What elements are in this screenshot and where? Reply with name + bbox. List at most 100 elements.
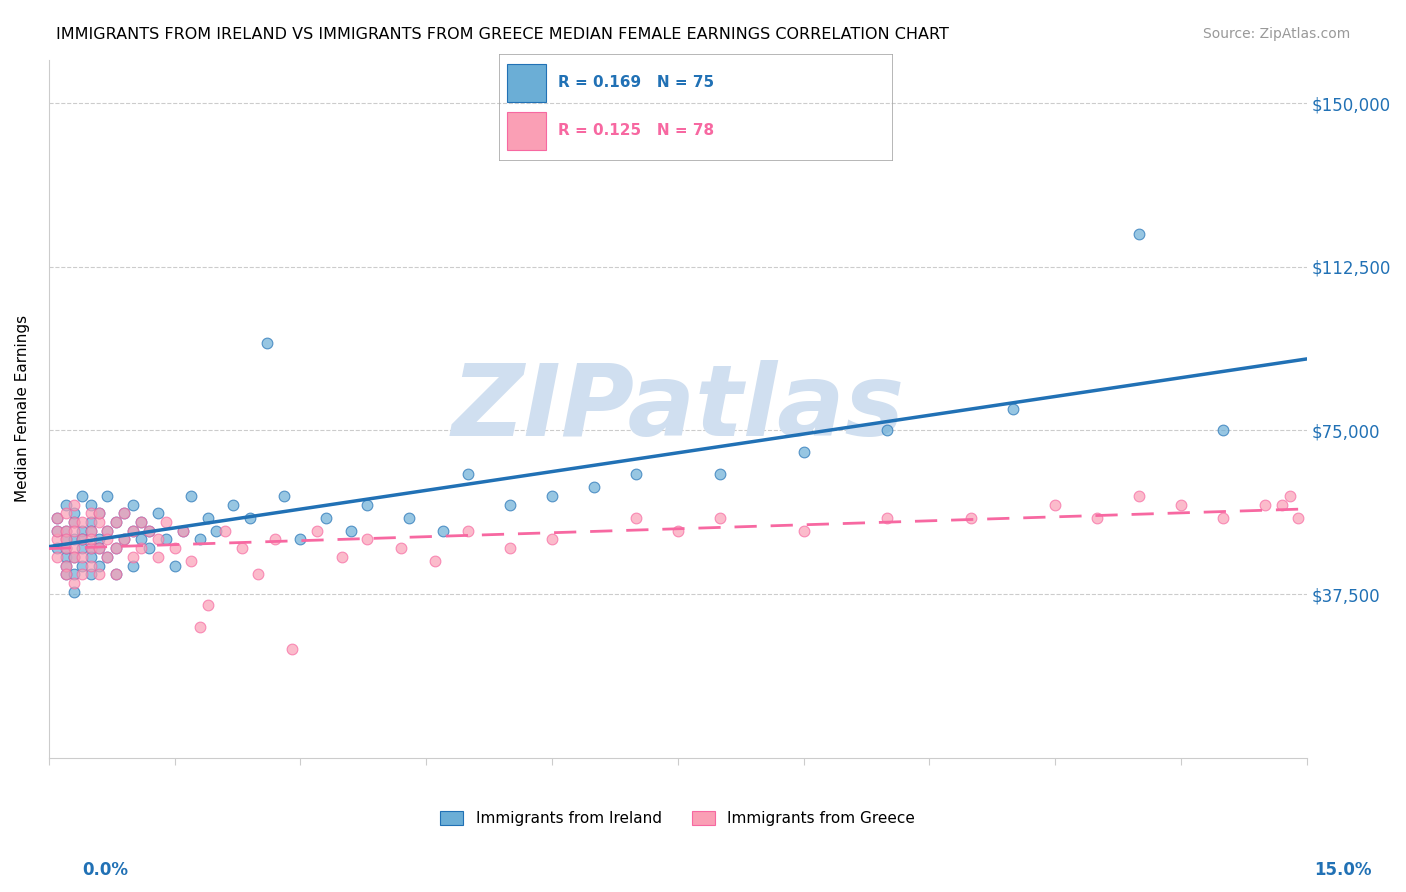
Immigrants from Ireland [239,510,262,524]
FancyBboxPatch shape [508,64,547,102]
Immigrants from Greece [55,558,77,573]
Immigrants from Greece [146,533,169,547]
Immigrants from Ireland [457,467,479,481]
Immigrants from Greece [876,510,898,524]
Immigrants from Greece [457,524,479,538]
Text: Source: ZipAtlas.com: Source: ZipAtlas.com [1202,27,1350,41]
Immigrants from Ireland [121,498,143,512]
Immigrants from Ireland [129,533,152,547]
Immigrants from Greece [63,515,86,529]
Immigrants from Ireland [46,541,69,556]
Immigrants from Ireland [87,506,110,520]
Immigrants from Greece [1043,498,1066,512]
Immigrants from Ireland [499,498,522,512]
Immigrants from Ireland [290,533,312,547]
Immigrants from Ireland [155,533,177,547]
Immigrants from Greece [112,506,135,520]
Text: 15.0%: 15.0% [1315,861,1371,879]
Immigrants from Ireland [356,498,378,512]
Immigrants from Greece [79,558,101,573]
Immigrants from Greece [138,524,160,538]
Immigrants from Ireland [104,515,127,529]
Immigrants from Ireland [72,533,94,547]
Immigrants from Greece [264,533,287,547]
Immigrants from Ireland [104,541,127,556]
Immigrants from Greece [79,541,101,556]
Immigrants from Ireland [146,506,169,520]
Immigrants from Greece [129,515,152,529]
Immigrants from Greece [541,533,564,547]
Immigrants from Greece [46,524,69,538]
Immigrants from Ireland [398,510,420,524]
Immigrants from Greece [793,524,815,538]
Immigrants from Greece [1254,498,1277,512]
Immigrants from Greece [960,510,983,524]
Immigrants from Ireland [624,467,647,481]
Immigrants from Greece [129,541,152,556]
Immigrants from Ireland [197,510,219,524]
Immigrants from Greece [112,533,135,547]
Immigrants from Greece [55,524,77,538]
Immigrants from Greece [624,510,647,524]
Immigrants from Greece [1170,498,1192,512]
Immigrants from Ireland [163,558,186,573]
Immigrants from Greece [163,541,186,556]
Immigrants from Ireland [339,524,361,538]
Immigrants from Greece [155,515,177,529]
Immigrants from Greece [231,541,253,556]
Immigrants from Greece [214,524,236,538]
Immigrants from Greece [55,541,77,556]
Immigrants from Greece [247,567,270,582]
Immigrants from Greece [104,515,127,529]
Immigrants from Ireland [793,445,815,459]
Immigrants from Ireland [582,480,605,494]
Immigrants from Ireland [1002,401,1025,416]
Immigrants from Greece [330,549,353,564]
Legend: Immigrants from Ireland, Immigrants from Greece: Immigrants from Ireland, Immigrants from… [433,804,922,834]
Immigrants from Greece [87,541,110,556]
Immigrants from Greece [1278,489,1301,503]
Immigrants from Ireland [72,558,94,573]
Immigrants from Ireland [79,524,101,538]
Immigrants from Ireland [96,489,118,503]
Immigrants from Greece [499,541,522,556]
Immigrants from Greece [121,524,143,538]
Immigrants from Greece [1085,510,1108,524]
Text: R = 0.169   N = 75: R = 0.169 N = 75 [558,75,714,90]
FancyBboxPatch shape [508,112,547,150]
Immigrants from Greece [63,498,86,512]
Immigrants from Greece [389,541,412,556]
Immigrants from Ireland [72,541,94,556]
Immigrants from Ireland [55,541,77,556]
Text: IMMIGRANTS FROM IRELAND VS IMMIGRANTS FROM GREECE MEDIAN FEMALE EARNINGS CORRELA: IMMIGRANTS FROM IRELAND VS IMMIGRANTS FR… [56,27,949,42]
Immigrants from Ireland [112,533,135,547]
Immigrants from Ireland [87,558,110,573]
Immigrants from Greece [55,567,77,582]
Immigrants from Greece [55,506,77,520]
Immigrants from Greece [180,554,202,568]
Text: R = 0.125   N = 78: R = 0.125 N = 78 [558,123,714,138]
Immigrants from Greece [1128,489,1150,503]
Immigrants from Greece [96,533,118,547]
Immigrants from Greece [63,541,86,556]
Immigrants from Ireland [55,567,77,582]
Immigrants from Ireland [129,515,152,529]
Immigrants from Ireland [256,336,278,351]
Immigrants from Ireland [96,549,118,564]
Immigrants from Ireland [222,498,245,512]
Immigrants from Ireland [79,515,101,529]
Immigrants from Ireland [541,489,564,503]
Immigrants from Ireland [46,524,69,538]
Immigrants from Ireland [138,541,160,556]
Immigrants from Greece [423,554,446,568]
Immigrants from Greece [281,641,304,656]
Immigrants from Ireland [1128,227,1150,241]
Immigrants from Ireland [315,510,337,524]
Immigrants from Greece [1271,498,1294,512]
Immigrants from Greece [172,524,194,538]
Immigrants from Ireland [121,524,143,538]
Immigrants from Greece [46,533,69,547]
Immigrants from Greece [188,620,211,634]
Immigrants from Greece [63,524,86,538]
Immigrants from Greece [709,510,731,524]
